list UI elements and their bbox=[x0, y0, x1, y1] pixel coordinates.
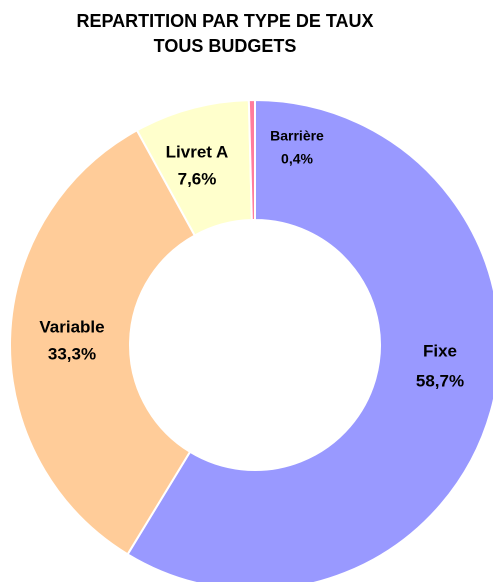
value-label: 33,3% bbox=[48, 344, 96, 363]
value-label: 7,6% bbox=[178, 169, 217, 188]
slice-label: Variable bbox=[39, 317, 104, 336]
slice bbox=[9, 128, 197, 556]
labels: Fixe 58,7% Variable 33,3% Livret A 7,6% Barriè… bbox=[39, 128, 464, 391]
slice bbox=[247, 98, 256, 222]
chart-title: REPARTITION PAR TYPE DE TAUX bbox=[76, 11, 373, 31]
chart-subtitle: TOUS BUDGETS bbox=[154, 36, 297, 56]
value-label: 58,7% bbox=[416, 371, 464, 390]
slice-label: Barrière bbox=[270, 128, 324, 144]
donut bbox=[9, 98, 493, 582]
slice-label: Fixe bbox=[423, 341, 457, 360]
slice bbox=[126, 98, 493, 582]
value-label: 0,4% bbox=[281, 151, 313, 167]
slice-label: Livret A bbox=[166, 142, 229, 161]
